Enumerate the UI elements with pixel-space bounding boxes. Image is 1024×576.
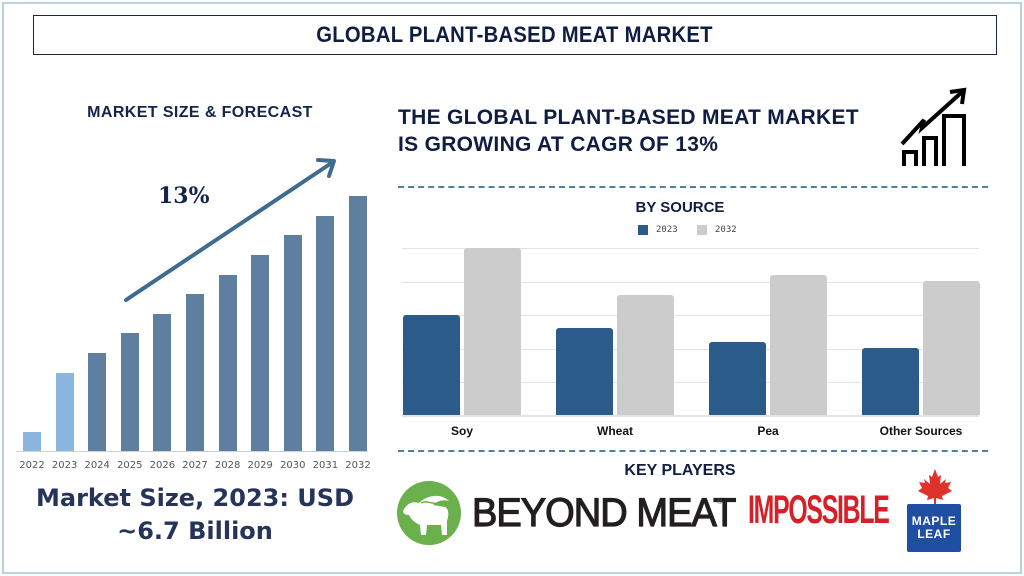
year-label: 2023 (51, 460, 78, 471)
bar-2026 (153, 314, 172, 451)
category-label: Other Sources (879, 424, 963, 438)
year-label: 2030 (280, 460, 306, 471)
year-label: 2026 (149, 460, 176, 471)
bar-2025 (120, 333, 139, 451)
maple-leaf-icon (918, 469, 952, 505)
bar-other-sources-2023 (862, 348, 919, 415)
bar-soy-2032 (464, 248, 521, 415)
headline-line2: IS GROWING AT CAGR OF 13% (398, 133, 719, 156)
market-size-forecast-title: MARKET SIZE & FORECAST (87, 104, 313, 121)
gridline (402, 382, 979, 383)
bar-2024 (88, 353, 107, 451)
bar-chart-growth-icon (900, 87, 967, 166)
bar-2032 (349, 196, 367, 451)
cagr-headline: THE GLOBAL PLANT-BASED MEAT MARKET IS GR… (398, 104, 859, 158)
bar-2023 (55, 373, 74, 451)
x-axis (16, 451, 368, 452)
page-title: GLOBAL PLANT-BASED MEAT MARKET (316, 22, 714, 47)
bar-wheat-2032 (617, 294, 674, 415)
impossible-logo: IMPOSSIBLE (748, 488, 890, 532)
beyond-meat-logo: BEYOND MEAT (471, 490, 736, 535)
registered-mark: ® (717, 499, 723, 506)
bar-2028 (218, 275, 237, 451)
section-divider (398, 450, 988, 452)
year-label: 2024 (84, 460, 110, 471)
maple-leaf-logo: MAPLE LEAF (907, 504, 961, 552)
gridline (402, 248, 979, 249)
legend-label: 2023 (656, 225, 678, 235)
legend-swatch (697, 225, 707, 235)
category-label: Wheat (597, 424, 633, 438)
category-label: Pea (757, 424, 779, 438)
bar-soy-2023 (403, 314, 460, 415)
bar-pea-2023 (709, 341, 766, 415)
legend-label: 2032 (715, 225, 737, 235)
bar-other-sources-2032 (923, 281, 980, 415)
key-players-title: KEY PLAYERS (624, 462, 736, 479)
growth-arrow-icon (124, 158, 336, 302)
bar-2022 (23, 432, 41, 451)
title-banner: GLOBAL PLANT-BASED MEAT MARKET (33, 15, 997, 55)
year-label: 2031 (312, 460, 339, 471)
legend-swatch (638, 225, 648, 235)
bar-wheat-2023 (556, 328, 613, 415)
year-label: 2027 (182, 460, 208, 471)
cagr-label: 13% (158, 183, 210, 209)
legend-item-2023: 2023 (638, 225, 678, 235)
gridline (402, 315, 979, 316)
bar-2027 (186, 294, 204, 451)
year-label: 2029 (247, 460, 273, 471)
market-size-text: Market Size, 2023: USD ~6.7 Billion (0, 482, 390, 548)
gridline (402, 349, 979, 350)
market-size-line2: ~6.7 Billion (117, 517, 273, 545)
beyond-meat-logo-icon (397, 481, 461, 545)
section-divider (398, 186, 988, 188)
year-label: 2032 (345, 460, 371, 471)
market-size-line1: Market Size, 2023: USD (35, 484, 354, 512)
bar-2029 (251, 255, 270, 451)
category-label: Soy (450, 424, 473, 438)
maple-leaf-line2: LEAF (917, 527, 951, 541)
x-axis (402, 415, 979, 417)
year-label: 2028 (214, 460, 241, 471)
legend-item-2032: 2032 (697, 225, 737, 235)
gridline (402, 282, 979, 283)
bar-pea-2032 (770, 274, 827, 415)
bar-2030 (283, 235, 302, 451)
maple-leaf-line1: MAPLE (911, 514, 957, 528)
headline-line1: THE GLOBAL PLANT-BASED MEAT MARKET (398, 106, 859, 129)
year-label: 2022 (19, 460, 45, 471)
year-label: 2025 (117, 460, 143, 471)
by-source-title: BY SOURCE (635, 199, 725, 216)
bar-2031 (316, 216, 335, 451)
